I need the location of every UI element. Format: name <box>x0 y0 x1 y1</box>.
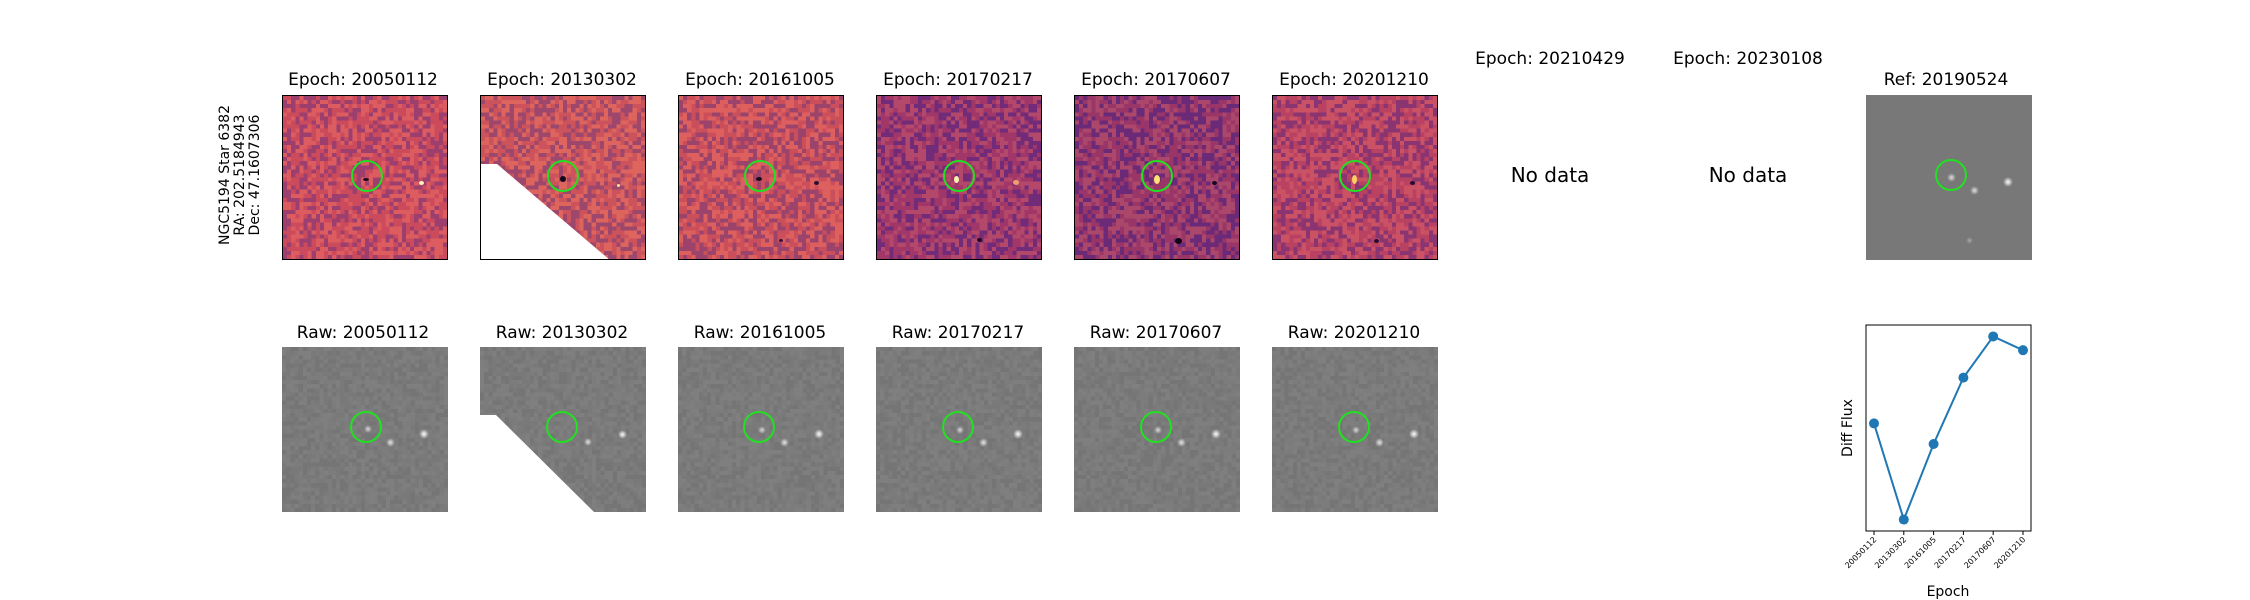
target-circle <box>1338 411 1370 443</box>
target-label: NGC5194 Star 6382 RA: 202.5184943 Dec: 4… <box>217 100 278 250</box>
target-circle <box>350 411 382 443</box>
x-tick-label: 20201210 <box>1992 535 2027 570</box>
chart-frame <box>1865 324 2032 532</box>
target-circle <box>546 411 578 443</box>
target-circle <box>1935 159 1967 191</box>
raw-title-2: Raw: 20130302 <box>495 323 629 343</box>
target-circle <box>351 160 383 192</box>
target-circle <box>1339 160 1371 192</box>
ref-title: Ref: 20190524 <box>1883 70 2009 90</box>
diff-image-1 <box>282 95 448 260</box>
y-axis-label: Diff Flux <box>1840 399 1856 457</box>
no-data-label-1: No data <box>1510 163 1590 187</box>
data-point <box>1958 372 1969 383</box>
diff-title-4: Epoch: 20170217 <box>883 70 1033 90</box>
series-line <box>1873 335 2024 523</box>
no-coverage-mask <box>480 415 594 512</box>
target-circle <box>547 160 579 192</box>
data-point <box>1898 514 1909 525</box>
diff-image-5 <box>1074 95 1240 260</box>
raw-title-6: Raw: 20201210 <box>1287 323 1421 343</box>
target-circle <box>943 160 975 192</box>
x-axis-label: Epoch <box>1927 584 1970 600</box>
x-ticks: 2005011220130302201610052017021720170607… <box>1843 531 2027 570</box>
diff-title-2: Epoch: 20130302 <box>487 70 637 90</box>
raw-title-5: Raw: 20170607 <box>1089 323 1223 343</box>
light-curve-chart: 2005011220130302201610052017021720170607… <box>1840 324 2032 600</box>
target-dec: Dec: 47.1607306 <box>247 114 263 236</box>
data-point <box>1988 331 1999 342</box>
reference-image <box>1866 95 2032 260</box>
no-coverage-mask <box>481 164 609 259</box>
no-data-label-2: No data <box>1708 163 1788 187</box>
data-point <box>2018 345 2028 356</box>
target-circle <box>743 411 775 443</box>
target-circle <box>942 411 974 443</box>
target-circle <box>744 160 776 192</box>
raw-image-1 <box>282 347 448 512</box>
diff-title-8: Epoch: 20230108 <box>1673 49 1823 69</box>
diff-image-3 <box>678 95 844 260</box>
raw-image-6 <box>1272 347 1438 512</box>
data-point <box>1928 439 1939 450</box>
raw-title-1: Raw: 20050112 <box>296 323 430 343</box>
diff-title-5: Epoch: 20170607 <box>1081 70 1231 90</box>
target-name: NGC5194 Star 6382 <box>217 105 233 245</box>
raw-image-5 <box>1074 347 1240 512</box>
data-point <box>1869 418 1879 429</box>
diff-title-3: Epoch: 20161005 <box>685 70 835 90</box>
diff-image-2 <box>480 95 646 260</box>
target-ra: RA: 202.5184943 <box>232 114 248 236</box>
target-circle <box>1141 160 1173 192</box>
raw-title-4: Raw: 20170217 <box>891 323 1025 343</box>
raw-image-2 <box>480 347 646 512</box>
target-circle <box>1140 411 1172 443</box>
diff-title-7: Epoch: 20210429 <box>1475 49 1625 69</box>
diff-title-6: Epoch: 20201210 <box>1279 70 1429 90</box>
raw-image-3 <box>678 347 844 512</box>
series-points <box>1869 331 2028 525</box>
diff-image-6 <box>1272 95 1438 260</box>
diff-title-1: Epoch: 20050112 <box>288 70 438 90</box>
diff-image-4 <box>876 95 1042 260</box>
raw-title-3: Raw: 20161005 <box>693 323 827 343</box>
raw-image-4 <box>876 347 1042 512</box>
